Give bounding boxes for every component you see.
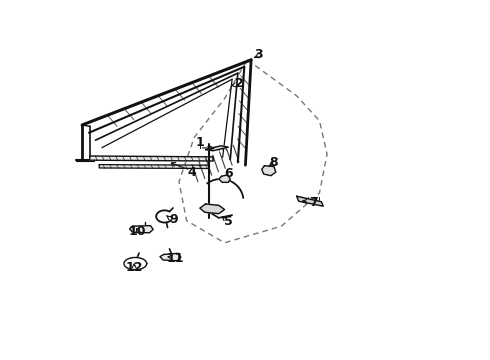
Polygon shape (90, 156, 213, 161)
Text: 12: 12 (125, 261, 143, 274)
Polygon shape (129, 226, 153, 233)
Text: 6: 6 (224, 167, 233, 180)
Polygon shape (160, 253, 181, 261)
Text: 5: 5 (224, 216, 233, 229)
Text: 9: 9 (169, 213, 177, 226)
Text: 7: 7 (309, 195, 318, 208)
Text: 4: 4 (188, 166, 196, 179)
Text: 11: 11 (167, 252, 184, 265)
Text: 3: 3 (254, 48, 263, 61)
Polygon shape (124, 257, 147, 270)
Text: 10: 10 (128, 225, 146, 238)
Polygon shape (206, 146, 228, 151)
Polygon shape (200, 204, 224, 214)
Text: 1: 1 (196, 136, 204, 149)
Polygon shape (99, 165, 209, 168)
Polygon shape (297, 196, 323, 206)
Polygon shape (262, 166, 276, 176)
Text: 8: 8 (269, 157, 277, 170)
Polygon shape (219, 175, 230, 183)
Text: 2: 2 (235, 77, 244, 90)
